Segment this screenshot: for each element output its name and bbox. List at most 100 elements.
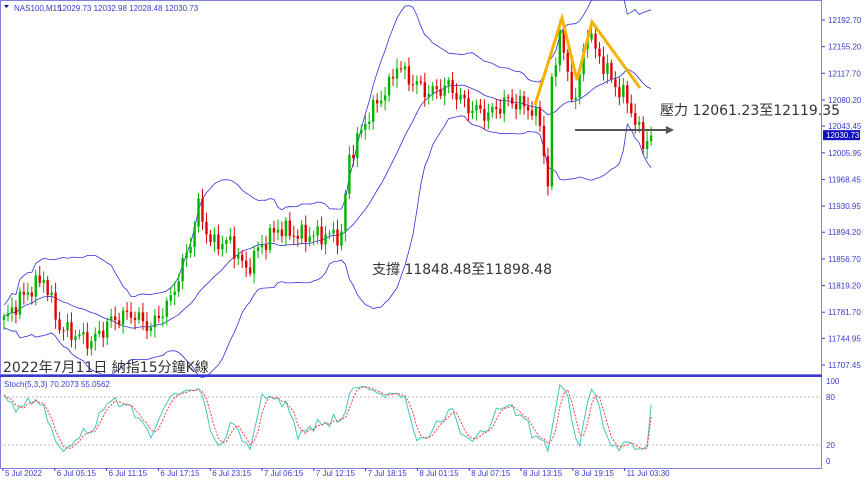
candle-body [467, 98, 470, 114]
candle-body [542, 125, 546, 157]
arrow-head-icon [666, 126, 674, 134]
candle-body [169, 295, 172, 301]
candle-body [352, 154, 355, 159]
price-tick-label: 12117.70 [828, 69, 861, 78]
candle-body [62, 330, 65, 332]
candle-body [649, 135, 653, 141]
candle-body [383, 95, 387, 101]
candle-body [641, 121, 645, 150]
candle-body [546, 156, 550, 187]
candle-body [626, 85, 629, 104]
candle-body [54, 292, 57, 320]
candle-body [102, 330, 105, 338]
candle-body [526, 106, 530, 111]
price-tick-label: 11819.20 [828, 282, 861, 291]
price-tick-label: 12043.45 [828, 122, 862, 131]
candle-body [205, 221, 208, 235]
candle-body [598, 48, 601, 57]
candle-body [185, 252, 188, 259]
candle-body [356, 133, 359, 159]
candle-body [399, 68, 403, 70]
candle-body [510, 97, 514, 104]
candle-body [518, 95, 522, 110]
time-tick-label: 8 Jul 07:15 [471, 469, 511, 478]
candle-body [530, 110, 534, 116]
candle-body [2, 316, 6, 320]
candle-body [403, 66, 407, 70]
time-tick-label: 8 Jul 01:15 [419, 469, 459, 478]
candle-body [447, 80, 450, 86]
support-label: 支撐 11848.48至11898.48 [372, 262, 552, 278]
candle-body [578, 74, 581, 98]
time-tick-label: 11 Jul 03:30 [627, 469, 671, 478]
candle-body [491, 106, 494, 113]
candle-body [630, 103, 633, 114]
candle-body [177, 281, 180, 292]
time-tick-label: 6 Jul 17:15 [160, 469, 200, 478]
candle-body [312, 235, 315, 237]
candle-body [70, 322, 73, 340]
resistance-label: 壓力 12061.23至12119.35 [660, 103, 840, 119]
candle-body [610, 62, 613, 80]
candle-body [348, 154, 351, 194]
stoch-main-line [3, 383, 652, 454]
candle-body [618, 87, 621, 98]
candle-body [296, 235, 299, 239]
candle-body [483, 109, 486, 121]
time-tick-label: 7 Jul 06:15 [264, 469, 304, 478]
candle-body [332, 229, 335, 234]
candle-body [475, 105, 478, 111]
candle-body [193, 226, 196, 247]
candle-body [161, 316, 164, 319]
candle-body [387, 76, 391, 96]
candle-body [117, 320, 121, 325]
candle-body [165, 300, 168, 317]
candle-body [324, 234, 327, 245]
candle-body [435, 86, 438, 90]
price-tick-label: 11894.20 [828, 228, 861, 237]
candle-body [602, 56, 605, 74]
candle-body [141, 312, 145, 322]
candle-body [125, 310, 129, 312]
candle-body [431, 86, 434, 94]
candle-body [109, 316, 113, 322]
bollinger-lower-band [3, 115, 652, 378]
candle-body [360, 129, 363, 134]
candle-body [34, 275, 37, 297]
candle-body [427, 93, 430, 98]
candle-body [22, 291, 26, 295]
candle-body [503, 97, 506, 114]
candle-body [495, 106, 498, 109]
time-tick-label: 8 Jul 13:15 [523, 469, 563, 478]
candle-body [10, 307, 14, 314]
candle-body [181, 258, 184, 282]
candle-body [229, 236, 232, 241]
candle-body [590, 33, 593, 40]
candle-body [419, 81, 423, 83]
chart-title: 2022年7月11日 納指15分鐘K線 [3, 359, 209, 376]
candle-body [276, 229, 280, 233]
candle-body [42, 280, 45, 283]
candle-body [201, 198, 204, 222]
candle-body [145, 321, 149, 331]
candle-body [522, 95, 526, 107]
candle-body [252, 251, 256, 274]
price-tick-label: 12005.95 [828, 149, 862, 158]
candle-body [260, 244, 264, 248]
price-tick-label: 12155.20 [828, 43, 862, 52]
price-tick-label: 11930.95 [828, 202, 861, 211]
candle-body [6, 313, 10, 317]
candle-body [137, 312, 141, 320]
collapse-triangle-icon[interactable] [4, 5, 9, 8]
candle-body [30, 292, 33, 297]
candle-body [197, 198, 200, 227]
candle-body [300, 224, 303, 239]
price-tick-label: 12192.70 [828, 16, 862, 25]
candle-body [328, 233, 331, 235]
candle-body [550, 76, 554, 187]
candle-body [98, 330, 101, 334]
candle-body [344, 193, 347, 232]
candle-body [463, 94, 466, 99]
candle-body [153, 315, 157, 328]
